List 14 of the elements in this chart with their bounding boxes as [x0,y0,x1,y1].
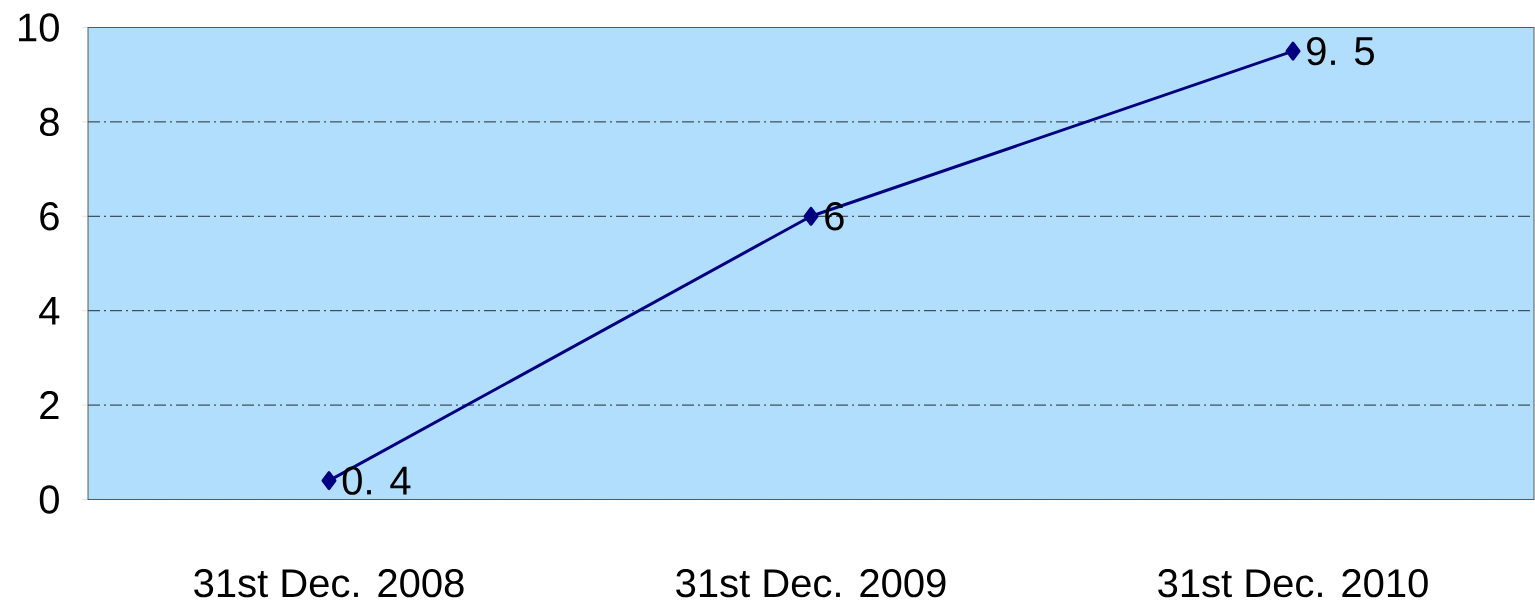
point [321,471,337,491]
y-tick-label: 8 [39,107,59,137]
y-tick-label: 0 [39,485,59,514]
x-tick-label: 31st Dec. 2009 [676,569,946,598]
y-tick-label: 4 [39,297,60,325]
x-tick-label: 31st Dec. 2010 [1158,569,1428,598]
point [803,206,819,226]
y-tick-label: 10 [19,13,59,42]
data-label: 0. 4 [342,466,411,495]
y-tick-label: 2 [40,391,59,420]
y-tick-label: 6 [40,202,59,231]
x-tick-label: 31st Dec. 2008 [194,569,464,598]
point [1285,41,1301,61]
data-label: 9. 5 [1307,37,1374,66]
